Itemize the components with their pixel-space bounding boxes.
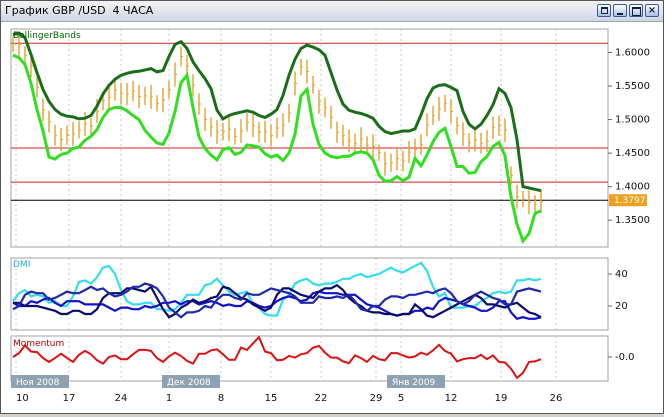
close-button[interactable]: × — [645, 4, 659, 17]
bollinger-bands — [12, 31, 542, 245]
momentum-label: Momentum — [13, 339, 64, 349]
momentum-path — [12, 335, 542, 380]
x-tick-label: 26 — [550, 393, 563, 404]
x-tick-label: 15 — [265, 393, 278, 404]
chart-svg: 1.6000 1.5500 1.5000 1.4500 1.4000 1.3500 40 20… — [10, 28, 650, 404]
y-tick-label: 1.4000 — [615, 182, 650, 193]
restore-icon — [601, 7, 608, 14]
maximize-button[interactable] — [629, 4, 643, 17]
price-tag-bg — [609, 194, 647, 207]
dmi-lines — [12, 261, 542, 321]
minimize-icon — [617, 13, 623, 15]
x-tick-label: 19 — [495, 393, 508, 404]
month-label-bg — [11, 375, 69, 388]
y-tick-label: 1.4500 — [615, 148, 650, 159]
price-bars — [12, 32, 543, 215]
x-tick-label: 17 — [63, 393, 76, 404]
x-tick-label: 5 — [398, 393, 404, 404]
y-tick-label: 1.5000 — [615, 115, 650, 126]
dmi-line — [12, 290, 542, 321]
dmi-line — [13, 283, 542, 319]
month-label: Дек 2008 — [167, 378, 211, 388]
lower-band-line — [12, 53, 542, 245]
x-tick-label: 24 — [115, 393, 128, 404]
month-label: Ноя 2008 — [16, 378, 60, 388]
y-tick-label: 1.3500 — [615, 215, 650, 226]
month-label-bg — [387, 375, 445, 388]
dmi-tick-label: 20 — [615, 301, 628, 312]
bollinger-label: BollingerBands — [13, 31, 81, 41]
dmi-tick-label: 40 — [615, 269, 628, 280]
month-label-bg — [162, 375, 220, 388]
dmi-line — [12, 282, 542, 319]
mom-tick-label: -0.0 — [615, 352, 635, 363]
close-icon: × — [647, 5, 657, 16]
y-axis-ticks: 1.6000 1.5500 1.5000 1.4500 1.4000 1.3500 40 20… — [608, 47, 650, 363]
x-tick-label: 1 — [166, 393, 172, 404]
gridlines — [15, 29, 557, 381]
price-tag-text: 1.3797 — [614, 196, 646, 206]
x-tick-label: 29 — [370, 393, 383, 404]
x-tick-label: 8 — [218, 393, 224, 404]
x-axis-ticks: 10 17 24 1 8 15 22 29 5 12 19 26 Ноя 2008 Дек 2008 Янв… — [11, 375, 562, 404]
y-tick-label: 1.6000 — [615, 47, 650, 58]
minimize-button[interactable] — [613, 4, 627, 17]
restore-button[interactable] — [597, 4, 611, 17]
dmi-label: DMI — [13, 260, 30, 270]
x-tick-label: 10 — [16, 393, 29, 404]
plot-area: 1.6000 1.5500 1.5000 1.4500 1.4000 1.3500 40 20… — [1, 22, 663, 413]
momentum-line — [12, 335, 542, 380]
title-bar: График GBP /USD 4 ЧАСА × — [1, 1, 663, 22]
momentum-panel — [10, 335, 609, 382]
month-label: Янв 2009 — [392, 378, 435, 388]
current-price-tag: 1.3797 — [609, 194, 647, 207]
maximize-icon — [632, 7, 641, 16]
x-tick-label: 22 — [315, 393, 328, 404]
main-panel — [10, 28, 609, 248]
y-tick-label: 1.5500 — [615, 81, 650, 92]
window-title: График GBP /USD 4 ЧАСА — [5, 4, 154, 17]
upper-band-line — [12, 31, 542, 193]
x-tick-label: 12 — [445, 393, 458, 404]
